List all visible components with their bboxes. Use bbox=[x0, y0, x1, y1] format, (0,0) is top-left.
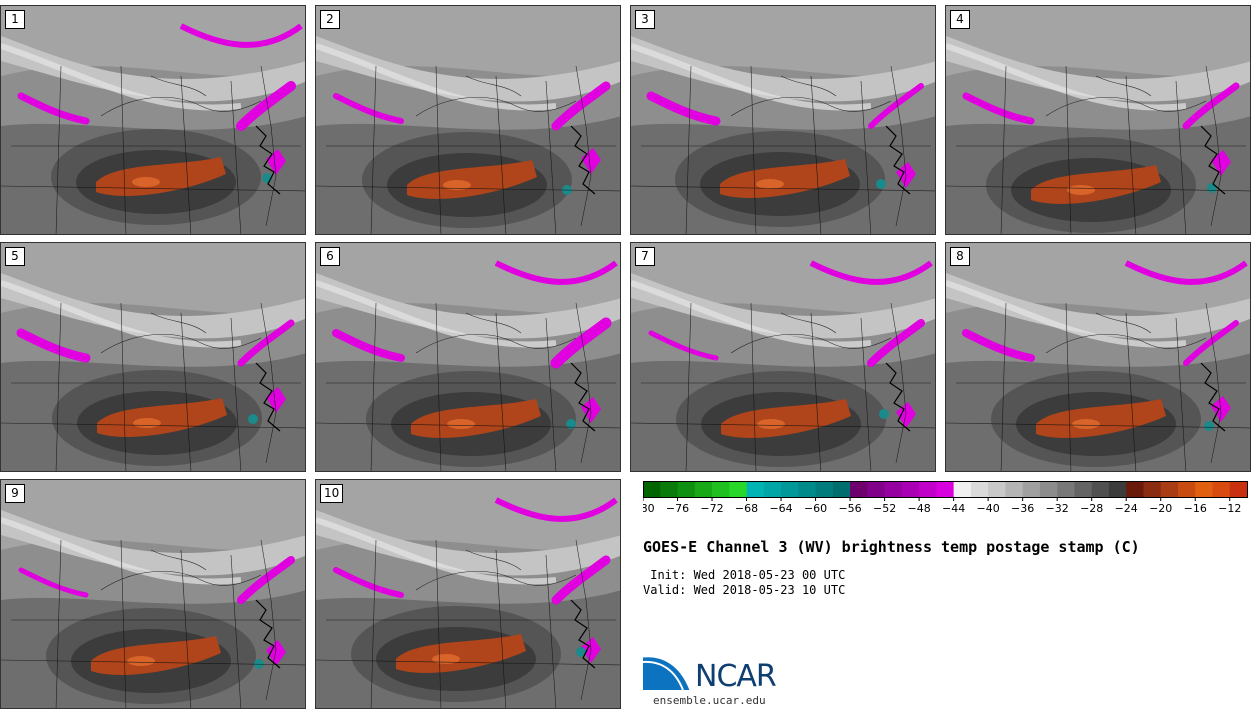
colorbar-tick-label: −52 bbox=[873, 502, 896, 515]
ncar-logo-text: NCAR bbox=[695, 659, 777, 694]
colorbar-segment bbox=[1022, 481, 1041, 497]
colorbar-segment bbox=[867, 481, 886, 497]
panel-number-label: 6 bbox=[320, 247, 340, 266]
colorbar-segment bbox=[746, 481, 765, 497]
colorbar-tick-label: −20 bbox=[1149, 502, 1172, 515]
colorbar-segment bbox=[1177, 481, 1196, 497]
colorbar-segment bbox=[901, 481, 920, 497]
colorbar-segment bbox=[1212, 481, 1231, 497]
map-panel-7: 7 bbox=[630, 242, 936, 472]
colorbar-segment bbox=[1074, 481, 1093, 497]
colorbar-tick-label: −60 bbox=[804, 502, 827, 515]
colorbar-segment bbox=[850, 481, 868, 497]
colorbar-segment bbox=[660, 481, 679, 497]
colorbar-tick-label: −24 bbox=[1115, 502, 1138, 515]
map-panel-1: 1 bbox=[0, 5, 306, 235]
colorbar-tick-label: −76 bbox=[666, 502, 689, 515]
map-panel-4: 4 bbox=[945, 5, 1251, 235]
panel-number-label: 1 bbox=[5, 10, 25, 29]
logo-url: ensemble.ucar.edu bbox=[653, 694, 766, 707]
colorbar-segment bbox=[988, 481, 1006, 497]
colorbar-segment bbox=[798, 481, 817, 497]
figure-title: GOES-E Channel 3 (WV) brightness temp po… bbox=[643, 538, 1140, 556]
colorbar-segment bbox=[815, 481, 834, 497]
panel-number-label: 2 bbox=[320, 10, 340, 29]
colorbar-segment bbox=[694, 481, 713, 497]
colorbar-tick-label: −64 bbox=[769, 502, 792, 515]
colorbar-segment bbox=[712, 481, 730, 497]
map-panel-6: 6 bbox=[315, 242, 621, 472]
colorbar-tick-label: −36 bbox=[1011, 502, 1034, 515]
map-panel-2: 2 bbox=[315, 5, 621, 235]
temperature-colorbar: −80−76−72−68−64−60−56−52−48−44−40−36−32−… bbox=[643, 481, 1248, 515]
colorbar-segment bbox=[936, 481, 955, 497]
colorbar-tick-label: −80 bbox=[643, 502, 655, 515]
colorbar-segment bbox=[1160, 481, 1179, 497]
colorbar-segment bbox=[919, 481, 937, 497]
colorbar-segment bbox=[1195, 481, 1213, 497]
colorbar-segment bbox=[1039, 481, 1058, 497]
init-time: Init: Wed 2018-05-23 00 UTC bbox=[643, 568, 846, 582]
colorbar-segment bbox=[781, 481, 799, 497]
ncar-logo-icon bbox=[643, 654, 693, 691]
colorbar-tick-label: −40 bbox=[977, 502, 1000, 515]
colorbar-segment bbox=[763, 481, 782, 497]
colorbar-segment bbox=[1057, 481, 1075, 497]
map-panel-9: 9 bbox=[0, 479, 306, 709]
map-panel-3: 3 bbox=[630, 5, 936, 235]
colorbar-segment bbox=[1126, 481, 1144, 497]
colorbar-tick-label: −48 bbox=[908, 502, 931, 515]
colorbar-segment bbox=[677, 481, 696, 497]
colorbar-tick-label: −32 bbox=[1046, 502, 1069, 515]
colorbar-tick-label: −44 bbox=[942, 502, 965, 515]
colorbar-segment bbox=[1091, 481, 1110, 497]
colorbar-segment bbox=[832, 481, 851, 497]
colorbar-segment bbox=[643, 481, 661, 497]
panel-number-label: 9 bbox=[5, 484, 25, 503]
colorbar-segment bbox=[884, 481, 903, 497]
colorbar-tick-label: −56 bbox=[838, 502, 861, 515]
map-panel-10: 10 bbox=[315, 479, 621, 709]
panel-number-label: 8 bbox=[950, 247, 970, 266]
colorbar-tick-label: −68 bbox=[735, 502, 758, 515]
panel-number-label: 4 bbox=[950, 10, 970, 29]
colorbar-segment bbox=[970, 481, 989, 497]
colorbar-segment bbox=[1143, 481, 1162, 497]
valid-time: Valid: Wed 2018-05-23 10 UTC bbox=[643, 583, 846, 597]
colorbar-tick-label: −12 bbox=[1218, 502, 1241, 515]
colorbar-segment bbox=[1108, 481, 1127, 497]
colorbar-segment bbox=[729, 481, 748, 497]
map-panel-5: 5 bbox=[0, 242, 306, 472]
colorbar-tick-label: −72 bbox=[700, 502, 723, 515]
colorbar-tick-label: −28 bbox=[1080, 502, 1103, 515]
panel-number-label: 5 bbox=[5, 247, 25, 266]
colorbar-segment bbox=[953, 481, 972, 497]
map-panel-8: 8 bbox=[945, 242, 1251, 472]
colorbar-tick-label: −16 bbox=[1184, 502, 1207, 515]
panel-number-label: 10 bbox=[320, 484, 344, 503]
panel-number-label: 7 bbox=[635, 247, 655, 266]
colorbar-segment bbox=[1229, 481, 1248, 497]
panel-number-label: 3 bbox=[635, 10, 655, 29]
colorbar-segment bbox=[1005, 481, 1024, 497]
